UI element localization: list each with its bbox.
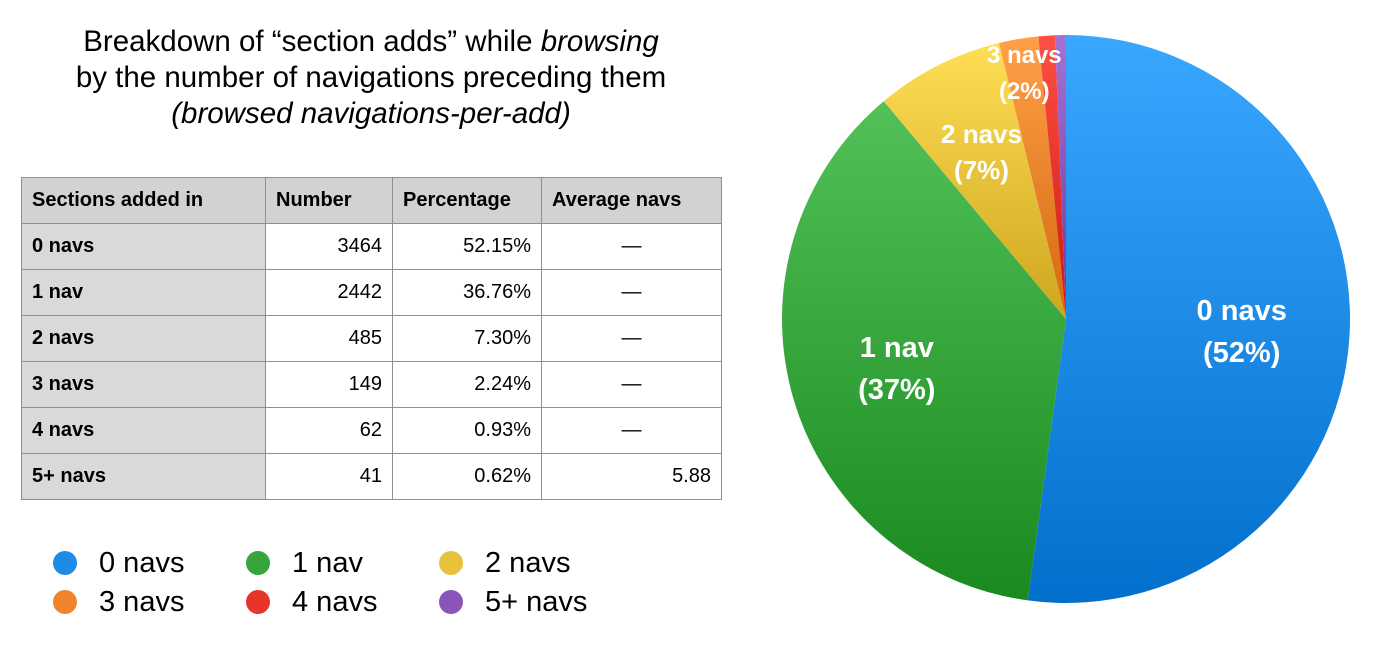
cell-percentage: 0.62% — [392, 453, 542, 500]
cell-average-navs: — — [541, 269, 722, 316]
breakdown-table: Sections added in Number Percentage Aver… — [21, 177, 722, 500]
pie-slice-2-navs — [883, 43, 1066, 319]
title-line-3: (browsed navigations-per-add) — [171, 97, 571, 130]
pie-data-label-name: 2 navs — [941, 119, 1022, 149]
legend-swatch — [439, 551, 463, 575]
cell-percentage: 52.15% — [392, 223, 542, 270]
pie-slice-0-navs — [1027, 35, 1351, 603]
cell-percentage: 36.76% — [392, 269, 542, 316]
title-line-1: Breakdown of “section adds” while browsi… — [83, 25, 659, 58]
table-row: 5+ navs 41 0.62% 5.88 — [21, 453, 722, 500]
pie-data-label-name: 0 navs — [1197, 295, 1287, 327]
chart-title: Breakdown of “section adds” while browsi… — [0, 24, 742, 132]
legend-label: 5+ navs — [485, 585, 588, 618]
pie-slice-4-navs — [1038, 35, 1066, 319]
legend-swatch — [246, 551, 270, 575]
legend-item-5-plus-navs: 5+ navs — [439, 585, 632, 619]
row-label: 5+ navs — [21, 453, 266, 500]
legend-swatch — [439, 590, 463, 614]
column-header-number: Number — [265, 177, 393, 224]
pie-slice-1-nav — [782, 101, 1066, 601]
row-label: 3 navs — [21, 361, 266, 408]
title-line-2: by the number of navigations preceding t… — [75, 61, 667, 94]
table-row: 1 nav 2442 36.76% — — [21, 269, 722, 316]
table-row: 0 navs 3464 52.15% — — [21, 223, 722, 270]
legend-label: 0 navs — [99, 546, 185, 579]
cell-number: 3464 — [265, 223, 393, 270]
pie-data-label-percent: (37%) — [858, 374, 935, 406]
row-label: 0 navs — [21, 223, 266, 270]
legend-item-0-navs: 0 navs — [53, 546, 246, 580]
cell-percentage: 7.30% — [392, 315, 542, 362]
chart-legend: 0 navs 1 nav 2 navs 3 navs 4 navs 5+ nav… — [53, 546, 632, 619]
legend-swatch — [53, 551, 77, 575]
legend-item-4-navs: 4 navs — [246, 585, 439, 619]
legend-item-3-navs: 3 navs — [53, 585, 246, 619]
pie-data-label-name: 3 navs — [987, 42, 1062, 69]
pie-data-label-name: 1 nav — [860, 332, 934, 364]
pie-data-label-percent: (2%) — [999, 78, 1050, 105]
column-header-sections: Sections added in — [21, 177, 266, 224]
cell-number: 2442 — [265, 269, 393, 316]
pie-slice-3-navs — [999, 36, 1066, 319]
table-header-row: Sections added in Number Percentage Aver… — [21, 177, 722, 224]
table-row: 4 navs 62 0.93% — — [21, 407, 722, 454]
cell-number: 41 — [265, 453, 393, 500]
cell-average-navs: — — [541, 407, 722, 454]
cell-average-navs: — — [541, 361, 722, 408]
pie-data-label-percent: (7%) — [954, 155, 1009, 185]
pie-data-label-percent: (52%) — [1203, 337, 1280, 369]
legend-item-2-navs: 2 navs — [439, 546, 632, 580]
legend-swatch — [246, 590, 270, 614]
pie-data-labels: 0 navs (52%) 1 nav (37%) 2 navs (7%) 3 navs (2%… — [858, 42, 1287, 406]
cell-average-navs: — — [541, 223, 722, 270]
legend-label: 3 navs — [99, 585, 185, 618]
cell-average-navs: 5.88 — [541, 453, 722, 500]
pie-slice-5-plus-navs — [1054, 35, 1066, 319]
legend-item-1-nav: 1 nav — [246, 546, 439, 580]
column-header-average-navs: Average navs — [541, 177, 722, 224]
cell-average-navs: — — [541, 315, 722, 362]
legend-label: 2 navs — [485, 546, 571, 579]
column-header-percentage: Percentage — [392, 177, 542, 224]
table-row: 2 navs 485 7.30% — — [21, 315, 722, 362]
row-label: 2 navs — [21, 315, 266, 362]
pie-slices — [782, 35, 1351, 603]
cell-number: 149 — [265, 361, 393, 408]
legend-label: 1 nav — [292, 546, 363, 579]
row-label: 1 nav — [21, 269, 266, 316]
legend-label: 4 navs — [292, 585, 378, 618]
legend-swatch — [53, 590, 77, 614]
